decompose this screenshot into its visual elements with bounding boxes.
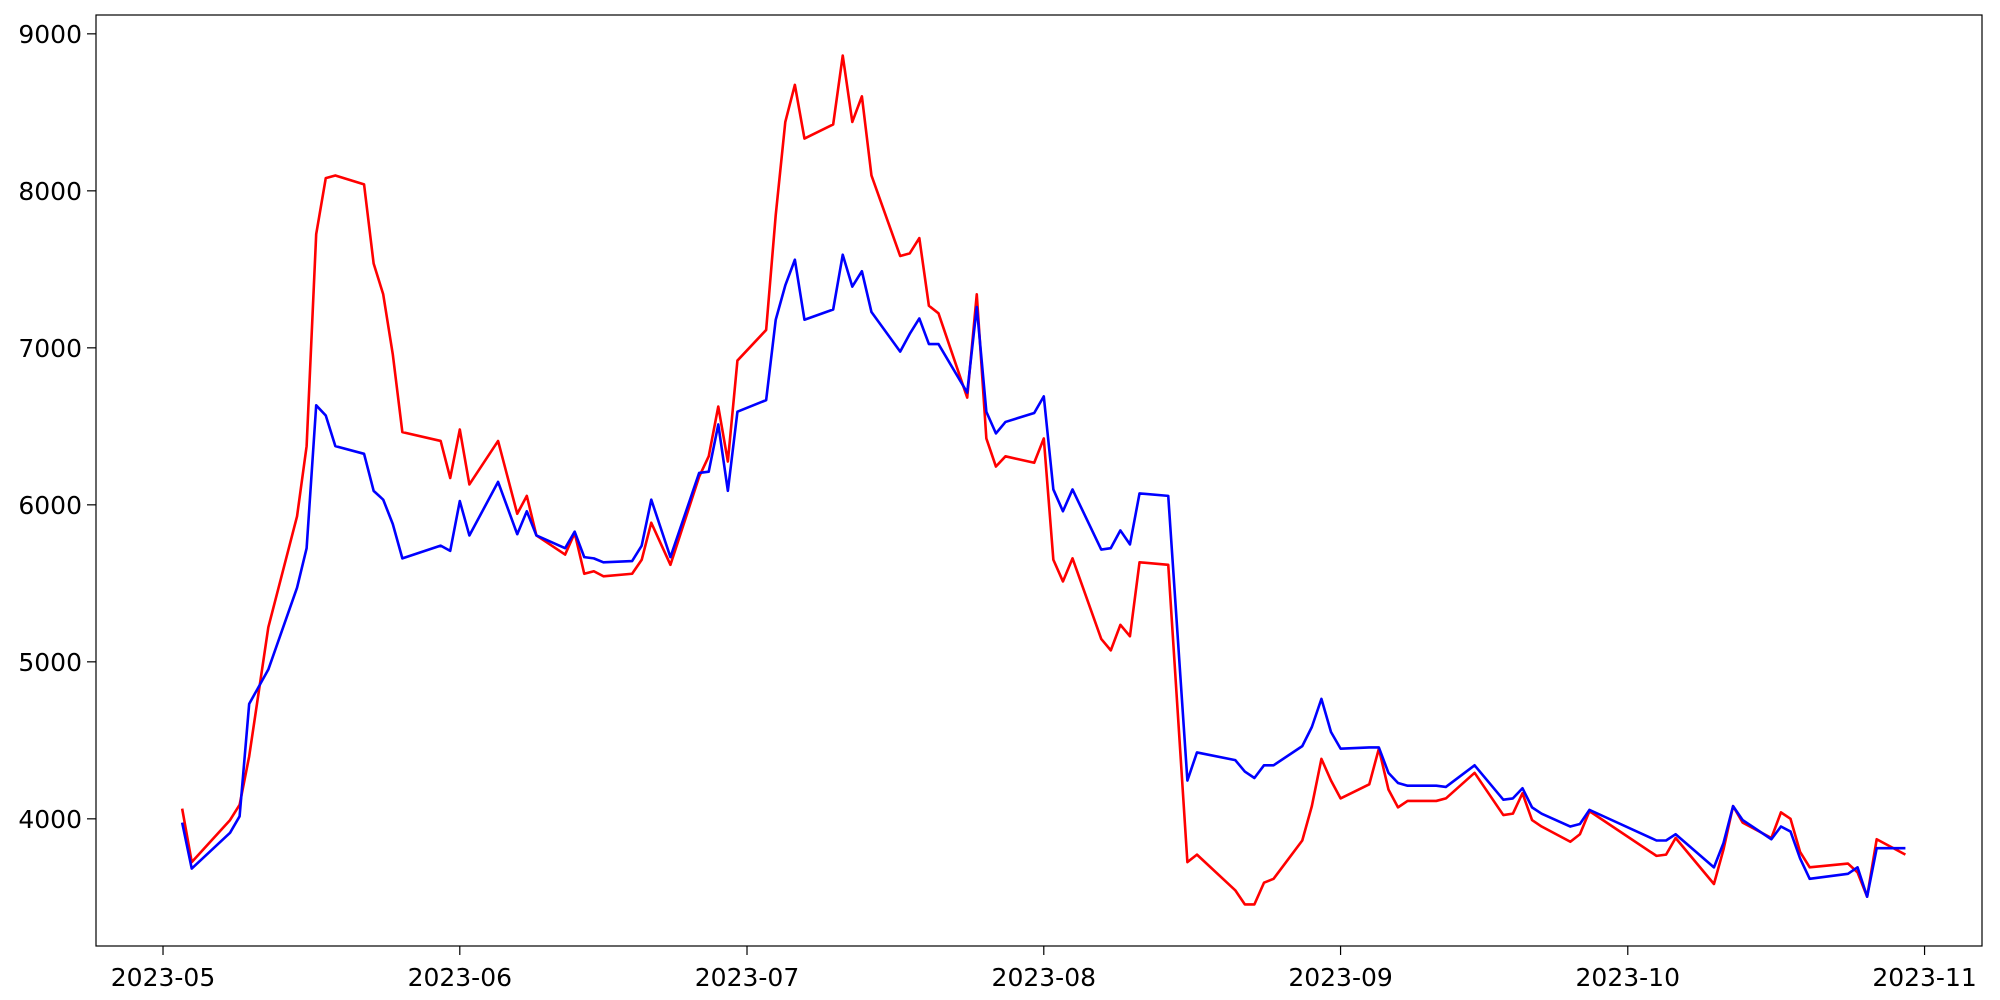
y-tick-label: 9000 [18, 20, 82, 49]
line-series [180, 253, 1906, 898]
x-tick-label: 2023-11 [1872, 963, 1976, 992]
x-tick-label: 2023-08 [992, 963, 1096, 992]
y-tick-label: 6000 [18, 491, 82, 520]
y-tick-label: 5000 [18, 648, 82, 677]
x-tick-label: 2023-05 [111, 963, 215, 992]
y-tick-label: 7000 [18, 334, 82, 363]
y-tick-label: 8000 [18, 177, 82, 206]
x-tick-label: 2023-06 [408, 963, 512, 992]
x-tick-label: 2023-09 [1288, 963, 1392, 992]
x-tick-label: 2023-07 [695, 963, 799, 992]
plot-frame [95, 14, 1983, 947]
x-tick-label: 2023-10 [1576, 963, 1680, 992]
y-tick-label: 4000 [18, 805, 82, 834]
line-series [180, 54, 1907, 906]
